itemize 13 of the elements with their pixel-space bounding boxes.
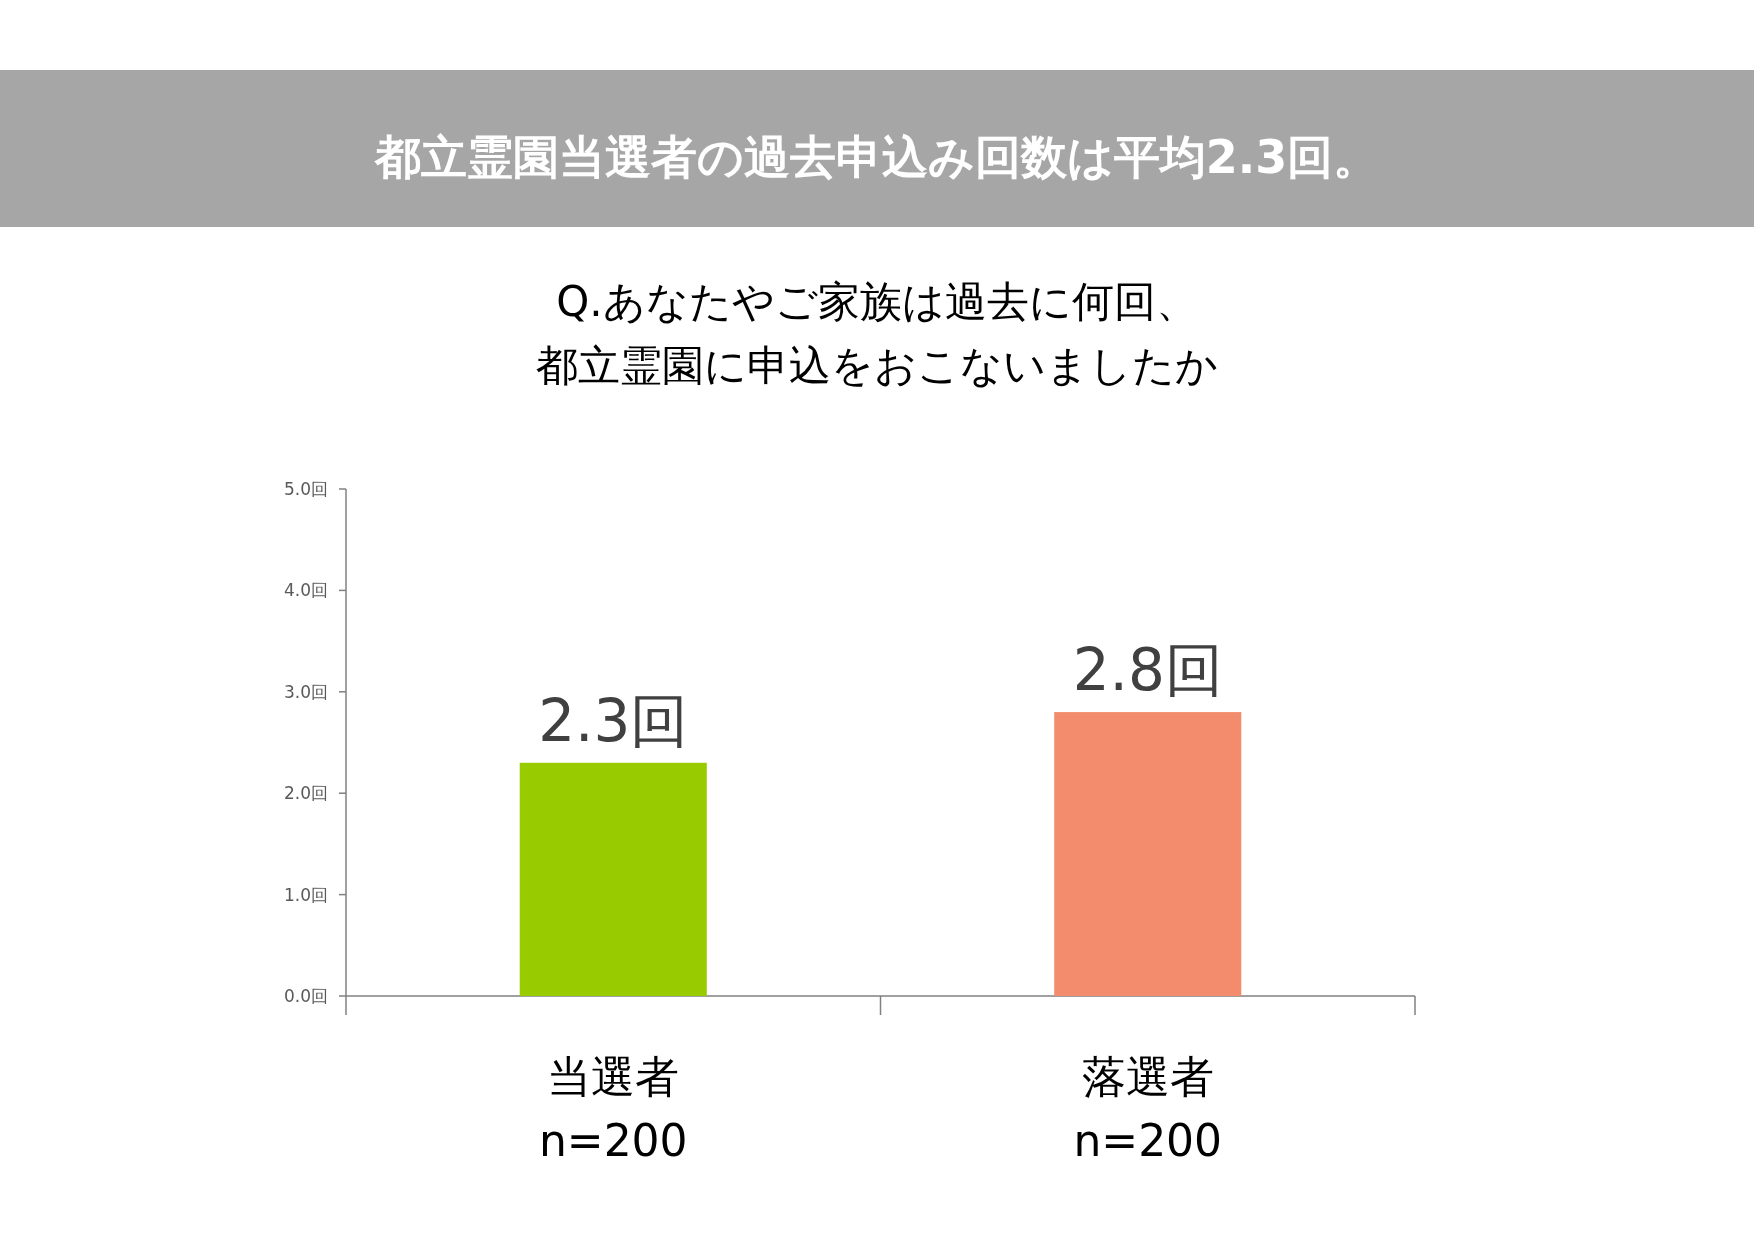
data-label: 2.3回: [538, 686, 689, 755]
x-tick-label: 落選者 n=200: [1073, 1051, 1223, 1166]
y-tick-label: 4.0回: [283, 580, 328, 601]
data-label: 2.8回: [1072, 636, 1223, 705]
text: 都立霊園に申込をおこないましたか: [536, 341, 1218, 390]
y-tick-label: 3.0回: [283, 681, 328, 702]
y-tick-label: 1.0回: [283, 884, 328, 905]
y-tick-label: 5.0回: [283, 479, 328, 499]
y-tick-label: 0.0回: [283, 986, 328, 1006]
x-tick-label: 当選者 n=200: [538, 1051, 688, 1166]
text: Q.あなたやご家族は過去に何回、: [556, 277, 1198, 326]
chart-title: 都立霊園当選者の過去申込み回数は平均2.3回。: [373, 130, 1380, 184]
y-tick-label: 2.0回: [283, 783, 328, 804]
